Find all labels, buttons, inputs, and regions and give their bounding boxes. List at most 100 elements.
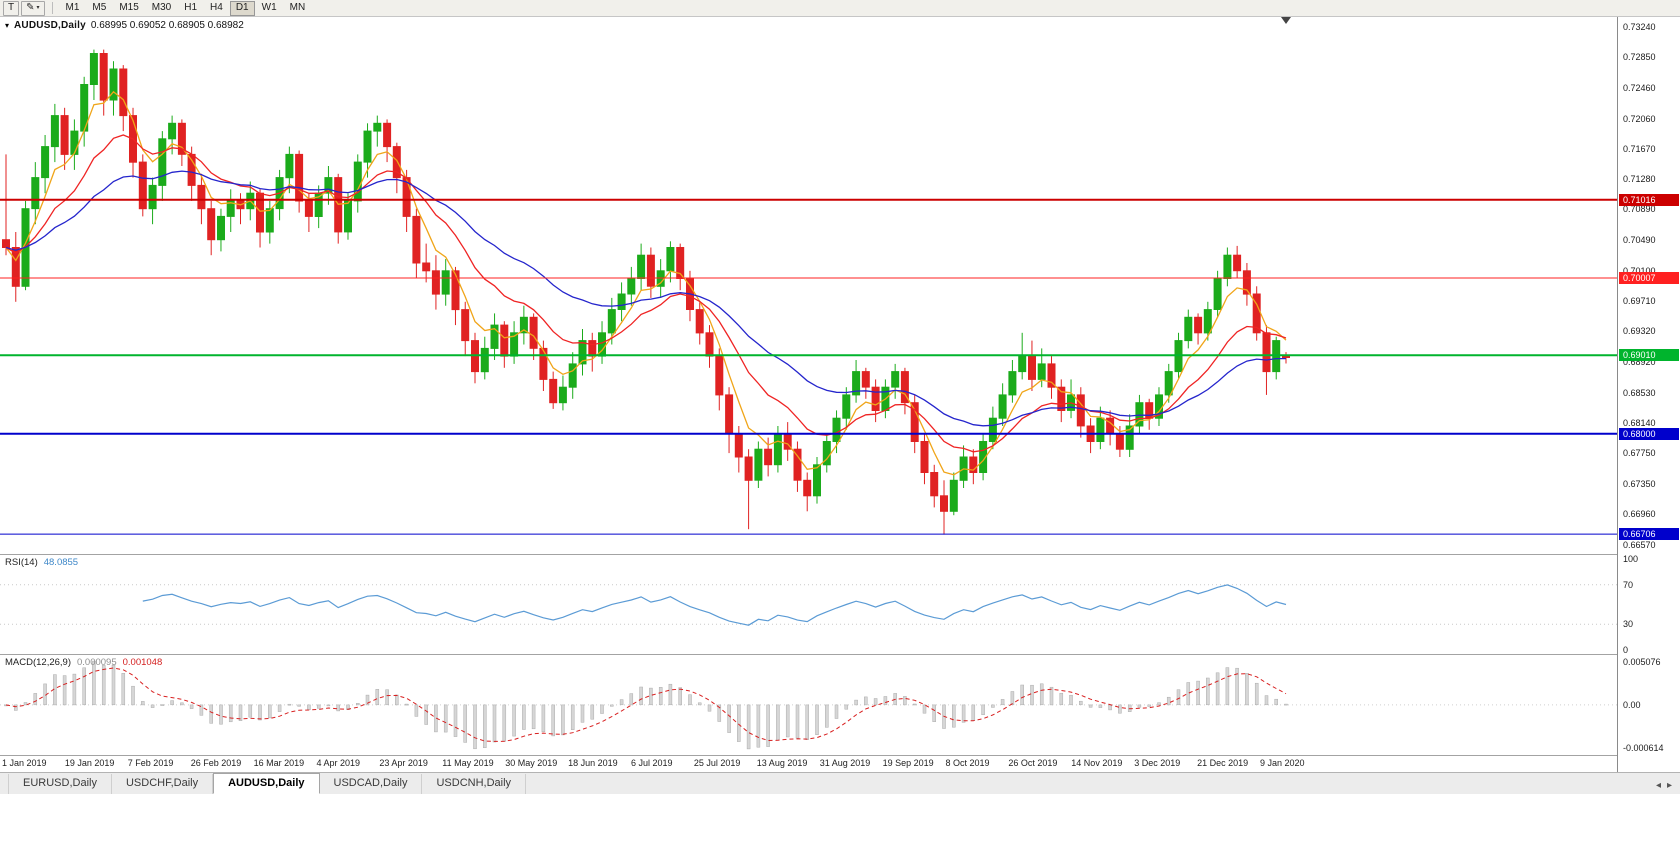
rsi-line [142,584,1287,626]
macd-histogram-bar [228,704,233,723]
tab-scroll-right-button[interactable]: ▸ [1666,780,1672,791]
tab-scroll-arrows: ◂ ▸ [1656,780,1672,791]
candle-body [1115,433,1124,450]
chart-tab-usdcad[interactable]: USDCAD,Daily [320,774,423,794]
candle-body [1057,386,1066,412]
date-label: 26 Feb 2019 [190,758,242,768]
price-line-tag: 0.66706 [1619,528,1679,541]
macd-histogram-bar [307,704,311,710]
pencil-icon: ✎ [26,2,35,13]
axis-label: 0.71280 [1623,174,1656,185]
rsi-canvas[interactable] [0,555,1617,654]
fast-ma-line [5,90,1287,476]
candle-body [793,448,802,481]
candle-body [1223,254,1232,279]
caret-down-icon: ▾ [36,5,40,11]
timeframe-button-m5[interactable]: M5 [86,1,112,16]
tab-scroll-left-button[interactable]: ◂ [1655,780,1661,791]
candle-body [1028,355,1036,380]
candle-body [1008,371,1017,396]
chart-shift-marker[interactable] [1281,17,1291,24]
macd-panel[interactable]: MACD(12,26,9) 0.000095 0.001048 [0,655,1617,755]
macd-histogram-bar [834,704,839,719]
macd-histogram-bar [678,687,682,706]
candle-body [148,184,157,210]
macd-histogram-bar [483,704,487,748]
candle-body [773,433,782,466]
price-line-tag: 0.68000 [1619,427,1679,440]
macd-histogram-bar [443,704,448,733]
timeframe-button-m15[interactable]: M15 [113,1,144,16]
timeframe-button-mn[interactable]: MN [284,1,312,16]
candle-body [119,68,128,117]
date-label: 19 Jan 2019 [64,758,115,768]
macd-histogram-bar [785,704,790,738]
date-label: 11 May 2019 [442,758,494,768]
axis-label: 0.66960 [1623,509,1656,520]
macd-histogram-bar [1157,702,1161,706]
candle-body [969,456,978,473]
macd-canvas[interactable] [0,655,1617,755]
timeframe-button-w1[interactable]: W1 [256,1,283,16]
axis-label: 0.72060 [1623,113,1656,124]
macd-histogram-bar [1079,700,1083,706]
panel-divider[interactable] [0,554,1680,555]
price-axis[interactable]: 0.73240 0.72850 0.72460 0.72060 0.71670 0.712… [1617,17,1680,772]
price-line-tag: 0.71016 [1619,193,1679,206]
macd-histogram-bar [551,704,555,737]
timeframe-button-h4[interactable]: H4 [204,1,229,16]
macd-histogram-bar [356,703,360,706]
macd-histogram-bar [404,703,409,706]
candle-body [1262,332,1271,373]
candle-body [930,472,939,497]
macd-histogram-bar [1069,694,1073,706]
axis-label: 0.70490 [1623,235,1656,246]
candle-body [70,130,79,155]
chart-tab-bar: EURUSD,Daily USDCHF,Daily AUDUSD,Daily USDC… [0,772,1680,794]
drawing-tool-button[interactable]: ✎ ▾ [21,0,45,16]
macd-histogram-bar [854,699,858,706]
date-label: 4 Apr 2019 [316,758,361,768]
timeframe-button-m30[interactable]: M30 [146,1,177,16]
macd-histogram-bar [570,704,575,730]
text-tool-button[interactable]: T [3,0,20,16]
macd-histogram-bar [1010,691,1015,706]
macd-histogram-bar [1176,689,1181,706]
macd-histogram-bar [23,702,28,706]
price-chart-canvas[interactable] [0,17,1617,554]
mid-ma-line [5,134,1287,453]
timeframe-button-h1[interactable]: H1 [178,1,203,16]
main-toolbar: T ✎ ▾ M1 M5 M15 M30 H1 H4 D1 W1 MN [0,0,1680,17]
candle-body [813,464,821,497]
chart-tab-usdcnh[interactable]: USDCNH,Daily [422,774,527,794]
chart-tab-eurusd[interactable]: EURUSD,Daily [8,774,112,794]
candle-body [949,479,958,512]
axis-label: 0.67350 [1623,479,1656,490]
chart-tab-audusd[interactable]: AUDUSD,Daily [213,773,320,794]
candle-body [1242,270,1251,295]
candle-body [217,215,225,241]
macd-histogram-bar [277,704,282,712]
chart-tab-usdchf[interactable]: USDCHF,Daily [112,774,214,794]
timeframe-button-m1[interactable]: M1 [60,1,86,16]
macd-histogram-bar [258,704,262,721]
macd-histogram-bar [1264,695,1269,706]
candle-body [1184,316,1193,342]
collapse-triangle-icon[interactable]: ▾ [5,21,10,30]
timeframe-button-d1[interactable]: D1 [229,0,255,16]
candle-body [744,456,753,481]
panel-divider[interactable] [0,654,1680,655]
macd-histogram-bar [903,696,907,706]
macd-histogram-bar [1049,686,1054,706]
price-panel[interactable]: ▾ AUDUSD,Daily 0.68995 0.69052 0.68905 0… [0,17,1617,554]
rsi-panel[interactable]: RSI(14) 48.0855 [0,555,1617,654]
macd-histogram-bar [424,704,428,725]
time-axis[interactable]: 1 Jan 2019 19 Jan 2019 7 Feb 2019 26 Feb 20… [0,756,1617,772]
candle-body [353,161,362,202]
macd-histogram-bar [961,704,966,723]
candle-body [31,177,40,210]
macd-histogram-bar [756,704,761,748]
axis-label: 30 [1623,619,1634,630]
macd-histogram-bar [33,693,38,706]
candle-body [637,254,646,279]
